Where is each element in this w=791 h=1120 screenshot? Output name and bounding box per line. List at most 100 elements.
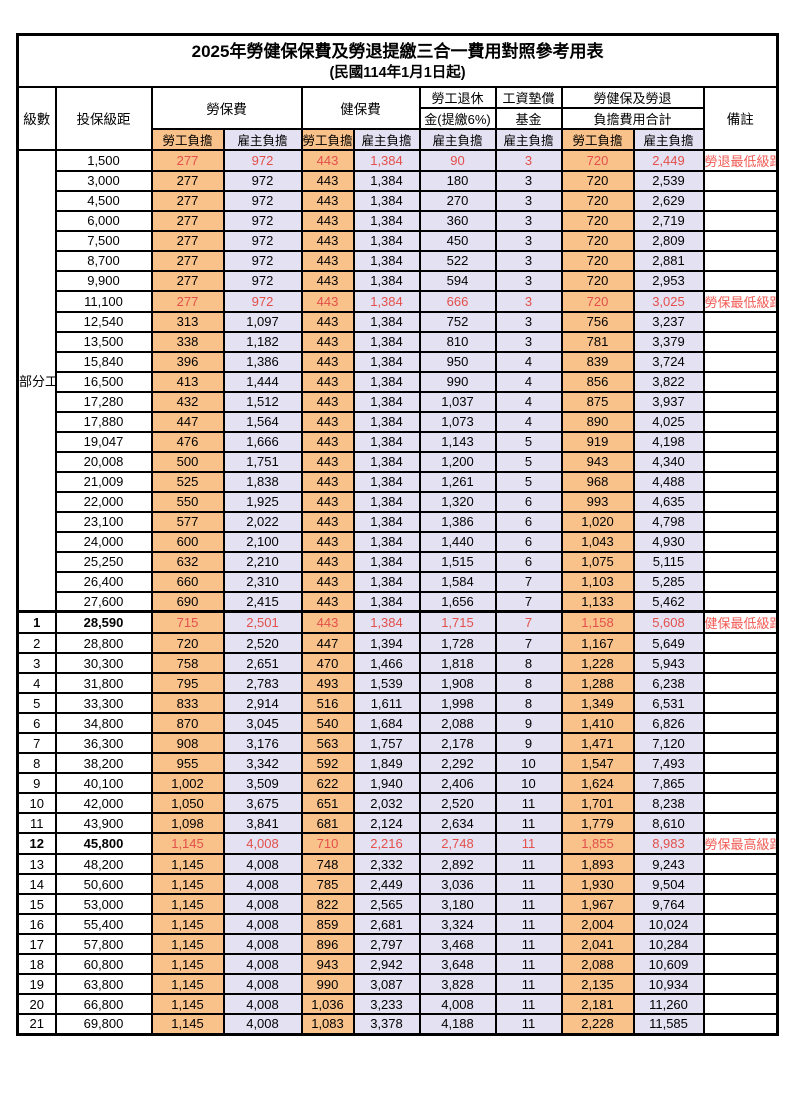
value-cell: 1,384 (352, 590, 421, 613)
value-cell: 6 (494, 510, 563, 533)
value-cell: 7,120 (632, 732, 705, 754)
table-row: 19,047 476 1,666 443 1,384 1,143 5 919 4,198 (18, 430, 779, 453)
table-row: 11,100 277 972 443 1,384 666 3 720 3,025 勞保最低級距 (18, 289, 779, 313)
value-cell: 1,145 (150, 913, 225, 935)
value-cell: 413 (150, 370, 225, 393)
level-cell: 4 (16, 672, 57, 694)
table-row: 6,000 277 972 443 1,384 360 3 720 2,719 (18, 209, 779, 232)
value-cell: 3,724 (632, 350, 705, 373)
value-cell: 594 (418, 269, 497, 292)
value-cell: 781 (560, 330, 635, 353)
value-cell: 525 (150, 470, 225, 493)
value-cell: 2,942 (352, 953, 421, 975)
value-cell: 3,342 (222, 752, 303, 774)
value-cell: 2,953 (632, 269, 705, 292)
remark-cell (702, 330, 779, 353)
level-cell: 15 (16, 893, 57, 915)
value-cell: 5,115 (632, 550, 705, 573)
value-cell: 2,332 (352, 853, 421, 875)
value-cell: 1,818 (418, 652, 497, 674)
value-cell: 443 (300, 550, 355, 573)
table-row: 24,000 600 2,100 443 1,384 1,440 6 1,043 4,930 (18, 530, 779, 553)
value-cell: 2,748 (418, 832, 497, 855)
bracket-cell: 33,300 (54, 692, 153, 714)
value-cell: 443 (300, 470, 355, 493)
value-cell: 443 (300, 490, 355, 513)
value-cell: 2,216 (352, 832, 421, 855)
bracket-cell: 27,600 (54, 590, 153, 613)
value-cell: 10,609 (632, 953, 705, 975)
bracket-cell: 12,540 (54, 310, 153, 333)
table-row: 23,100 577 2,022 443 1,384 1,386 6 1,020 4,798 (18, 510, 779, 533)
value-cell: 3,828 (418, 973, 497, 995)
value-cell: 1,073 (418, 410, 497, 433)
value-cell: 972 (222, 289, 303, 313)
value-cell: 1,384 (352, 430, 421, 453)
value-cell: 313 (150, 310, 225, 333)
value-cell: 550 (150, 490, 225, 513)
level-cell: 17 (16, 933, 57, 955)
bracket-cell: 36,300 (54, 732, 153, 754)
value-cell: 3,937 (632, 390, 705, 413)
bracket-cell: 31,800 (54, 672, 153, 694)
bracket-cell: 6,000 (54, 209, 153, 232)
remark-cell (702, 873, 779, 895)
value-cell: 1,757 (352, 732, 421, 754)
column-header-wage-fund-line1: 工資墊償 (494, 85, 563, 109)
value-cell: 7 (494, 570, 563, 593)
value-cell: 972 (222, 148, 303, 172)
value-cell: 6,826 (632, 712, 705, 734)
level-cell: 11 (16, 812, 57, 834)
table-row: 20,008 500 1,751 443 1,384 1,200 5 943 4,340 (18, 450, 779, 473)
table-row: 7 36,300 908 3,176 563 1,757 2,178 9 1,471 7,120 (16, 732, 779, 754)
value-cell: 660 (150, 570, 225, 593)
value-cell: 955 (150, 752, 225, 774)
value-cell: 1,384 (352, 189, 421, 212)
value-cell: 4,008 (222, 913, 303, 935)
value-cell: 1,384 (352, 249, 421, 272)
column-header-labor-fee: 勞保費 (150, 85, 303, 130)
value-cell: 2,228 (560, 1013, 635, 1035)
value-cell: 7 (494, 590, 563, 613)
bracket-cell: 34,800 (54, 712, 153, 734)
value-cell: 1,384 (352, 410, 421, 433)
level-cell: 7 (16, 732, 57, 754)
value-cell: 720 (560, 229, 635, 252)
value-cell: 592 (300, 752, 355, 774)
bracket-cell: 22,000 (54, 490, 153, 513)
level-cell: 20 (16, 993, 57, 1015)
header-row-1: 級數 投保級距 勞保費 健保費 勞工退休 工資墊償 勞健保及勞退 備註 (16, 85, 779, 151)
value-cell: 443 (300, 229, 355, 252)
value-cell: 3,087 (352, 973, 421, 995)
value-cell: 4,798 (632, 510, 705, 533)
bracket-cell: 28,800 (54, 632, 153, 654)
remark-cell (702, 913, 779, 935)
value-cell: 443 (300, 450, 355, 473)
level-cell: 2 (16, 632, 57, 654)
value-cell: 5,649 (632, 632, 705, 654)
value-cell: 2,719 (632, 209, 705, 232)
remark-cell (702, 853, 779, 875)
value-cell: 4,635 (632, 490, 705, 513)
value-cell: 3,233 (352, 993, 421, 1015)
value-cell: 1,320 (418, 490, 497, 513)
value-cell: 2,449 (352, 873, 421, 895)
bracket-cell: 50,600 (54, 873, 153, 895)
value-cell: 810 (418, 330, 497, 353)
value-cell: 972 (222, 249, 303, 272)
value-cell: 1,050 (150, 792, 225, 814)
value-cell: 500 (150, 450, 225, 473)
bracket-cell: 3,000 (54, 169, 153, 192)
value-cell: 443 (300, 430, 355, 453)
page-subtitle: (民國114年1月1日起) (329, 65, 466, 82)
value-cell: 447 (150, 410, 225, 433)
value-cell: 2,178 (418, 732, 497, 754)
remark-cell (702, 893, 779, 915)
remark-cell (702, 953, 779, 975)
title-row: 2025年勞健保保費及勞退提繳三合一費用對照參考用表 (民國114年1月1日起) (16, 33, 779, 88)
value-cell: 1,384 (352, 610, 421, 634)
subheader-wage-fund-employer: 雇主負擔 (494, 127, 563, 151)
remark-cell (702, 470, 779, 493)
table-row: 15 53,000 1,145 4,008 822 2,565 3,180 11 1,967 9,… (16, 893, 779, 915)
value-cell: 632 (150, 550, 225, 573)
